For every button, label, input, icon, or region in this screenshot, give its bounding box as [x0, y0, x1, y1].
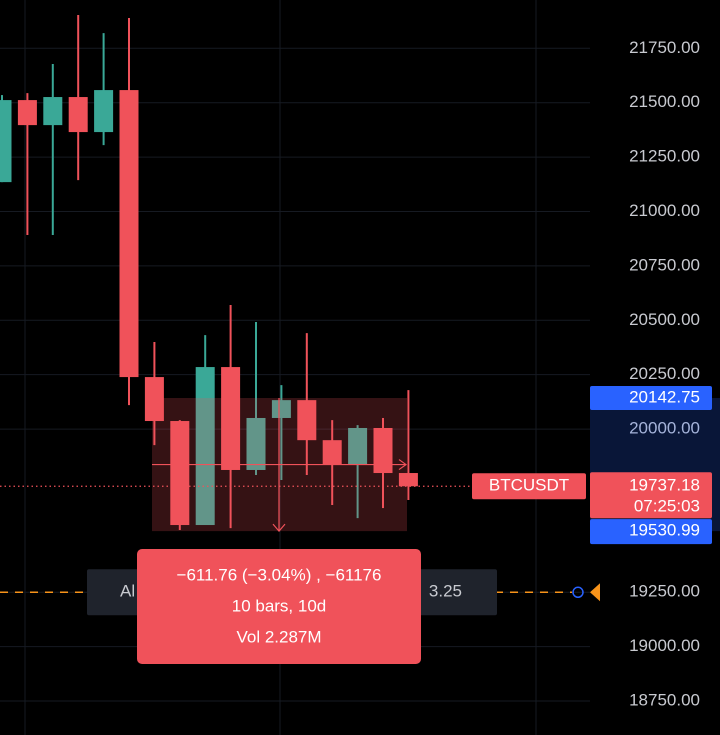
- candle-body: [170, 421, 190, 526]
- candle-body: [221, 367, 241, 470]
- candle-body: [119, 90, 139, 378]
- y-tick-label: 19250.00: [629, 582, 700, 601]
- measure-h-arrowhead: [398, 459, 408, 471]
- y-tick-label: 20500.00: [629, 310, 700, 329]
- y-tick-label: 19000.00: [629, 636, 700, 655]
- candle-body: [271, 400, 291, 418]
- candle-body: [246, 417, 266, 470]
- alert-marker: [590, 583, 600, 602]
- candle-body: [144, 377, 164, 422]
- last-price-box: [590, 472, 712, 519]
- y-tick-label: 20000.00: [629, 419, 700, 438]
- measure-v-arrowhead: [272, 523, 286, 533]
- alert-label-right: 3.25: [429, 582, 462, 601]
- measure-tooltip: [137, 549, 421, 664]
- candle-body: [68, 97, 88, 133]
- y-tick-label: 21500.00: [629, 92, 700, 111]
- low-label-box: [590, 519, 712, 545]
- high-label-box: [590, 386, 712, 411]
- high-label: 20142.75: [629, 388, 700, 407]
- y-tick-label: 20250.00: [629, 364, 700, 383]
- candle-body: [94, 90, 114, 133]
- last-price-label: 19737.18: [629, 476, 700, 495]
- overlays: 21750.00 21500.00 21250.00 21000.00 20750.00…: [0, 38, 720, 710]
- marks: [0, 15, 418, 531]
- y-tick-label: 20750.00: [629, 255, 700, 274]
- countdown-label: 07:25:03: [634, 497, 700, 516]
- low-label: 19530.99: [629, 521, 700, 540]
- y-tick-label: 21000.00: [629, 201, 700, 220]
- candle-body: [0, 100, 12, 183]
- measure-bars: 10 bars, 10d: [232, 596, 327, 615]
- alert-dot: [572, 586, 584, 599]
- candle-body: [17, 100, 37, 126]
- candle-body: [398, 473, 418, 487]
- symbol-label: BTCUSDT: [489, 476, 569, 495]
- candle-body: [43, 97, 63, 126]
- y-tick-label: 21250.00: [629, 147, 700, 166]
- grid: [0, 47, 590, 702]
- candle-body: [195, 367, 215, 526]
- measure-volume: Vol 2.287M: [236, 627, 321, 646]
- y-tick-label: 21750.00: [629, 38, 700, 57]
- symbol-label-box: [472, 473, 586, 500]
- candle-body: [322, 440, 342, 465]
- candle-body: [297, 400, 317, 441]
- candle-body: [373, 427, 393, 474]
- measure-change: −611.76 (−3.04%) , −61176: [177, 565, 382, 584]
- y-tick-label: 18750.00: [629, 691, 700, 710]
- candle-body: [348, 427, 368, 465]
- alert-label-left: Al: [120, 582, 135, 601]
